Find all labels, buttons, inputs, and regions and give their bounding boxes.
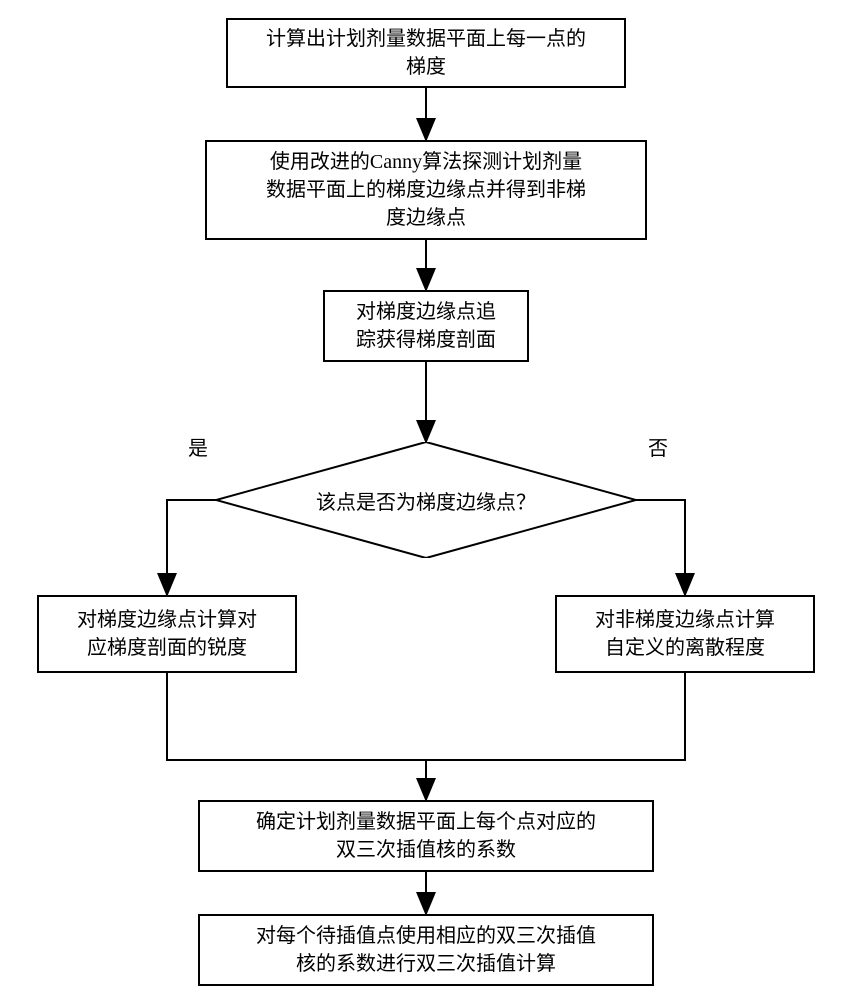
label-text: 否 — [648, 438, 668, 460]
decision-text: 该点是否为梯度边缘点？ — [276, 486, 576, 515]
step-interpolate: 对每个待插值点使用相应的双三次插值核的系数进行双三次插值计算 — [198, 914, 654, 986]
step-text: 对梯度边缘点追踪获得梯度剖面 — [356, 298, 496, 354]
decision-is-edge-point: 该点是否为梯度边缘点？ — [216, 442, 636, 558]
step-dispersion-nonedge: 对非梯度边缘点计算自定义的离散程度 — [555, 595, 815, 673]
step-text: 对每个待插值点使用相应的双三次插值核的系数进行双三次插值计算 — [256, 922, 596, 978]
step-trace-profile: 对梯度边缘点追踪获得梯度剖面 — [323, 290, 529, 362]
step-text: 计算出计划剂量数据平面上每一点的梯度 — [266, 25, 586, 81]
label-no: 否 — [648, 432, 668, 461]
step-text: 对非梯度边缘点计算自定义的离散程度 — [595, 606, 775, 662]
step-text: 对梯度边缘点计算对应梯度剖面的锐度 — [77, 606, 257, 662]
label-yes: 是 — [188, 432, 208, 461]
step-determine-coeff: 确定计划剂量数据平面上每个点对应的双三次插值核的系数 — [198, 800, 654, 872]
label-text: 是 — [188, 438, 208, 460]
step-compute-gradient: 计算出计划剂量数据平面上每一点的梯度 — [226, 18, 626, 88]
step-canny-detect: 使用改进的Canny算法探测计划剂量数据平面上的梯度边缘点并得到非梯度边缘点 — [205, 140, 647, 240]
step-text: 使用改进的Canny算法探测计划剂量数据平面上的梯度边缘点并得到非梯度边缘点 — [266, 148, 586, 232]
step-sharpness-edge: 对梯度边缘点计算对应梯度剖面的锐度 — [37, 595, 297, 673]
step-text: 确定计划剂量数据平面上每个点对应的双三次插值核的系数 — [256, 808, 596, 864]
